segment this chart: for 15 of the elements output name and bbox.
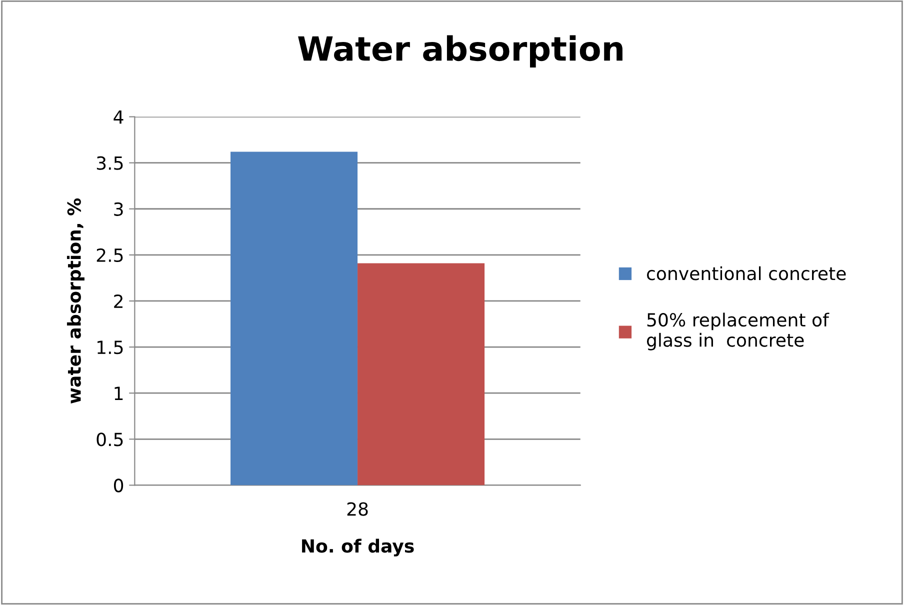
y-tick-label: 0.5 — [96, 432, 123, 446]
y-tick-label: 2 — [114, 294, 122, 308]
y-tick-label: 0 — [114, 478, 124, 492]
y-tick-label: 1.5 — [98, 340, 123, 354]
y-tick-label: 2.5 — [96, 248, 123, 262]
x-axis-title: No. of days — [302, 538, 414, 556]
legend-label: conventional concrete — [646, 266, 846, 280]
legend-label: 50% replacement of glass in concrete — [646, 312, 830, 350]
y-tick-label: 1 — [114, 386, 123, 400]
y-tick-label: 3 — [114, 202, 123, 216]
y-tick-label: 4 — [114, 110, 124, 124]
chart-title: Water absorption — [298, 35, 622, 68]
y-axis-title: water absorption, % — [66, 198, 84, 404]
y-tick-label: 3.5 — [96, 156, 123, 170]
x-tick-label: 28 — [347, 502, 368, 516]
